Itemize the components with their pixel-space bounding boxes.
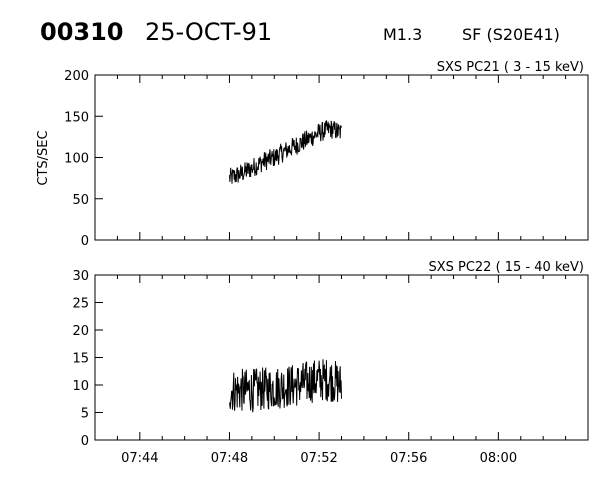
y-tick-label: 0 [81,234,89,249]
y-tick-label: 100 [64,152,89,167]
x-tick-label: 07:44 [121,451,158,466]
x-ticks [94,275,589,440]
x-tick-label: 07:56 [390,451,427,466]
series-line-pc22 [229,359,342,413]
event-id: 00310 [40,18,124,46]
y-tick-label: 0 [81,434,89,449]
event-date: 25-OCT-91 [145,18,272,46]
x-tick-label: 07:48 [211,451,248,466]
plot-frame [94,274,589,441]
y-tick-label: 25 [72,297,89,312]
y-ticks: 0 50 100 150 200 [64,69,103,249]
panel-title: SXS PC21 ( 3 - 15 keV) [437,60,584,75]
y-tick-label: 200 [64,69,89,84]
series-line-pc21 [229,120,342,184]
y-tick-label: 30 [72,269,89,284]
y-tick-label: 5 [81,407,89,422]
y-axis-label: CTS/SEC [36,130,51,185]
x-ticks [94,75,589,240]
y-tick-label: 150 [64,110,89,125]
chart-panel-pc22: SXS PC22 ( 15 - 40 keV) 0 5 10 15 20 25 30 07:… [72,260,589,466]
x-tick-label: 07:52 [300,451,337,466]
plot-frame [94,74,589,241]
x-tick-labels: 07:44 07:48 07:52 07:56 08:00 [121,451,517,466]
x-tick-label: 08:00 [480,451,517,466]
y-tick-label: 10 [72,379,89,394]
y-tick-label: 50 [72,193,89,208]
chart-panel-pc21: SXS PC21 ( 3 - 15 keV) CTS/SEC 0 50 100 150… [36,60,589,249]
y-ticks: 0 5 10 15 20 25 30 [72,269,103,449]
panel-title: SXS PC22 ( 15 - 40 keV) [428,260,584,275]
flare-location: SF (S20E41) [462,25,560,44]
y-tick-label: 20 [72,324,89,339]
y-tick-label: 15 [72,352,89,367]
flare-class: M1.3 [383,25,422,44]
